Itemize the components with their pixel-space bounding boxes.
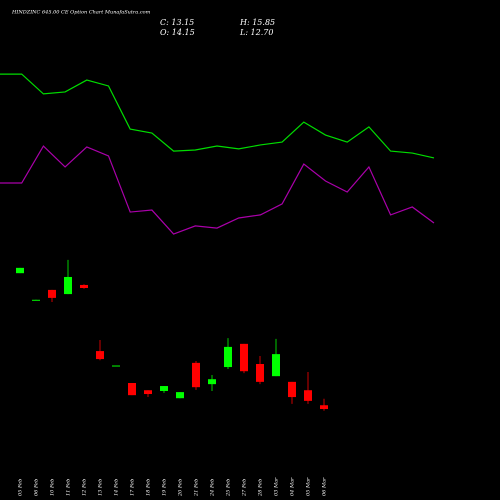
candle-body xyxy=(160,386,168,391)
x-tick-label: 06 Feb xyxy=(34,479,40,496)
candle-body xyxy=(48,289,56,298)
candle-body xyxy=(32,299,40,301)
x-tick-label: 04 Mar xyxy=(290,477,296,496)
x-tick-label: 11 Feb xyxy=(66,479,72,496)
stat-open: O: 14.15 xyxy=(160,28,195,37)
x-tick-label: 19 Feb xyxy=(162,479,168,496)
x-tick-label: 06 Mar xyxy=(322,477,328,496)
stat-high: H: 15.85 xyxy=(239,18,275,27)
x-tick-label: 14 Feb xyxy=(114,479,120,496)
chart-title: HINDZINC 645.00 CE Option Chart MunafaSu… xyxy=(11,10,151,16)
x-tick-label: 27 Feb xyxy=(242,479,248,497)
candle-body xyxy=(208,379,216,385)
candle-body xyxy=(176,392,184,399)
candle-body xyxy=(80,284,88,288)
candle-body xyxy=(144,390,152,395)
x-tick-label: 13 Feb xyxy=(98,479,104,496)
candle-body xyxy=(128,383,136,396)
x-tick-label: 28 Feb xyxy=(258,479,264,497)
x-tick-label: 05 Feb xyxy=(18,479,24,496)
line-series xyxy=(0,145,435,235)
stat-low: L: 12.70 xyxy=(239,28,273,37)
candle-body xyxy=(224,346,232,368)
candle-body xyxy=(64,276,72,295)
candle-body xyxy=(256,364,264,382)
candle-body xyxy=(240,343,248,372)
x-tick-label: 24 Feb xyxy=(210,479,216,497)
x-tick-label: 21 Feb xyxy=(194,479,200,497)
line-series xyxy=(0,73,435,159)
candle-body xyxy=(320,405,328,410)
candle-body xyxy=(112,365,120,367)
x-tick-label: 03 Mar xyxy=(274,477,280,496)
candle-body xyxy=(288,381,296,398)
x-tick-label: 17 Feb xyxy=(130,479,136,496)
x-tick-label: 18 Feb xyxy=(146,479,152,496)
x-tick-label: 05 Mar xyxy=(306,477,312,496)
x-tick-label: 10 Feb xyxy=(50,479,56,496)
candle-body xyxy=(96,351,104,360)
x-tick-label: 25 Feb xyxy=(226,479,232,497)
candle-body xyxy=(272,354,280,377)
candle-body xyxy=(192,362,200,388)
candle-body xyxy=(304,390,312,401)
candle-body xyxy=(16,267,24,274)
x-tick-label: 12 Feb xyxy=(82,479,88,496)
x-tick-label: 20 Feb xyxy=(178,479,184,497)
stat-close: C: 13.15 xyxy=(160,18,194,27)
